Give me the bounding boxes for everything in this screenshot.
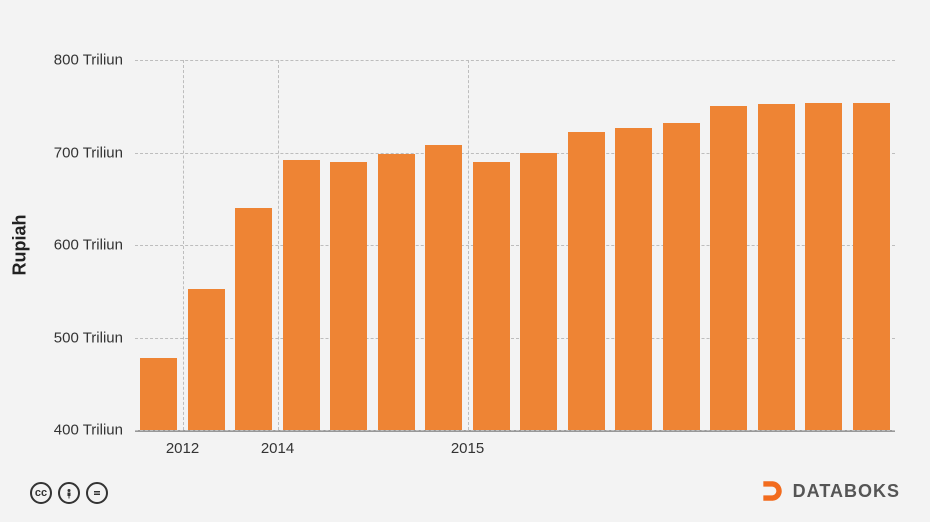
grid-line [135, 60, 895, 61]
y-tick-label: 400 Triliun [54, 422, 123, 439]
x-tick-label: 2012 [166, 440, 199, 457]
by-icon [58, 482, 80, 504]
bar [805, 103, 842, 430]
y-tick-label: 500 Triliun [54, 329, 123, 346]
y-tick-label: 600 Triliun [54, 237, 123, 254]
bar [663, 123, 700, 430]
nd-icon [86, 482, 108, 504]
bar [710, 106, 747, 430]
bar [615, 128, 652, 430]
bar [140, 358, 177, 430]
cc-icon: cc [30, 482, 52, 504]
y-tick-label: 700 Triliun [54, 144, 123, 161]
bar [853, 103, 890, 430]
vgrid-line [468, 60, 469, 430]
bar [758, 104, 795, 430]
y-tick-label: 800 Triliun [54, 52, 123, 69]
bar [520, 153, 557, 431]
vgrid-line [183, 60, 184, 430]
bar [283, 160, 320, 430]
y-axis-label: Rupiah [10, 215, 31, 276]
plot-area: 400 Triliun500 Triliun600 Triliun700 Tri… [135, 60, 895, 432]
license-badges: cc [30, 482, 108, 504]
bar [330, 162, 367, 430]
bar [378, 154, 415, 430]
bar [188, 289, 225, 430]
chart-frame: Rupiah 400 Triliun500 Triliun600 Triliun… [0, 0, 930, 522]
bar [235, 208, 272, 430]
grid-line [135, 430, 895, 431]
bar [568, 132, 605, 430]
vgrid-line [278, 60, 279, 430]
databoks-logo-icon [759, 478, 785, 504]
bar [425, 145, 462, 430]
brand: DATABOKS [759, 478, 900, 504]
bar [473, 162, 510, 430]
brand-name: DATABOKS [793, 481, 900, 502]
x-tick-label: 2015 [451, 440, 484, 457]
x-tick-label: 2014 [261, 440, 294, 457]
